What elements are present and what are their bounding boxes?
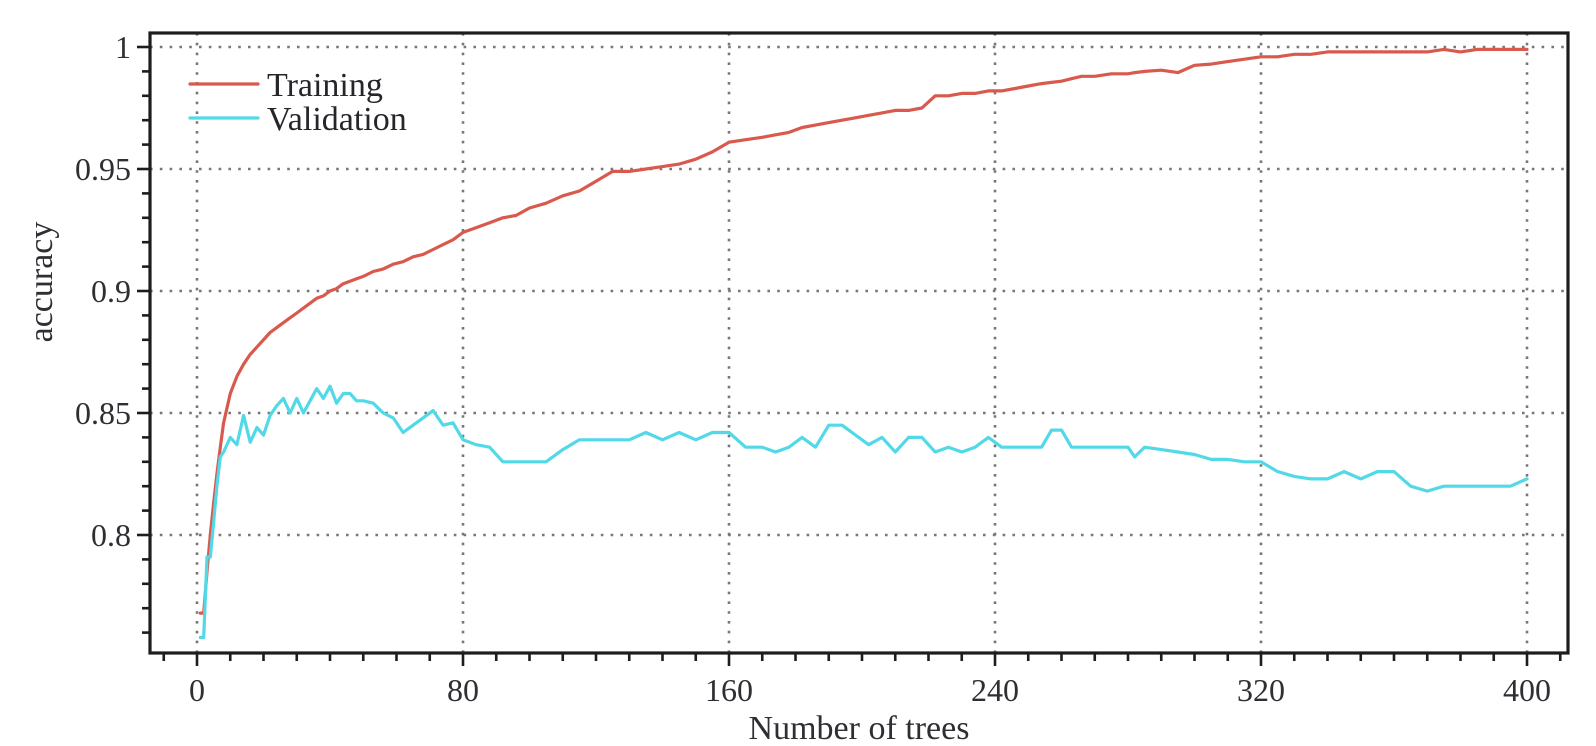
series-line-validation (198, 384, 1529, 640)
series-line-training (198, 47, 1529, 615)
y-tick-label: 1 (115, 29, 131, 65)
x-tick-label: 400 (1503, 672, 1551, 708)
y-axis-title: accuracy (23, 222, 60, 343)
x-axis-title: Number of trees (749, 710, 970, 746)
x-tick-label: 80 (447, 672, 479, 708)
y-tick-label: 0.85 (75, 395, 131, 431)
data-series (198, 47, 1529, 640)
x-tick-label: 160 (705, 672, 753, 708)
x-tick-label: 320 (1237, 672, 1285, 708)
x-tick-label: 0 (189, 672, 205, 708)
x-tick-label: 240 (971, 672, 1019, 708)
legend: Training Validation (188, 67, 407, 138)
y-tick-label: 0.9 (91, 273, 131, 309)
axis-ticks (137, 45, 1562, 666)
plot-frame (148, 31, 1570, 655)
tick-labels: 0 80 160 240 320 400 0.8 0.85 0.9 0.95 1 (75, 29, 1551, 708)
legend-label-training: Training (267, 67, 383, 104)
y-tick-label: 0.8 (91, 517, 131, 553)
y-tick-label: 0.95 (75, 151, 131, 187)
legend-label-validation: Validation (267, 101, 407, 138)
